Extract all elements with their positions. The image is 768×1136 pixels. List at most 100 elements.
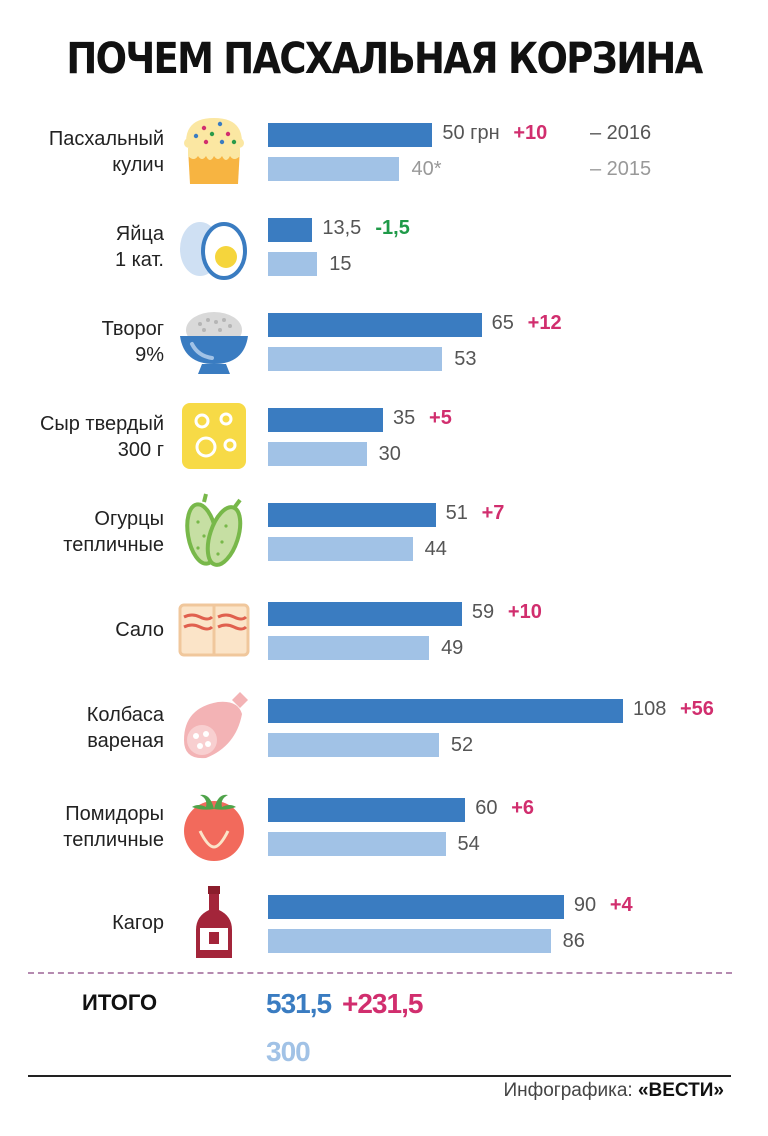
wine-bottle-icon: [176, 884, 252, 960]
chart-row: Помидоры тепличные 60 54 +6: [0, 773, 768, 863]
value-2016: 108: [633, 698, 667, 720]
delta-value: +4: [609, 894, 633, 916]
chart-row: Колбаса вареная 108 52 +56: [0, 674, 768, 764]
category-label-line: Колбаса: [86, 704, 164, 726]
value-2015: 52: [450, 734, 474, 756]
value-2015: 54: [457, 833, 480, 855]
category-label-line: тепличные: [63, 829, 164, 851]
delta-value: +12: [527, 312, 562, 334]
total-label: ИТОГО: [82, 990, 158, 1015]
chart-row: Сыр твердый 300 г 35 30 +5: [0, 383, 768, 473]
value-2015: 15: [329, 253, 352, 275]
category-label-line: тепличные: [63, 534, 164, 556]
tomato-icon: [176, 787, 252, 863]
chart-row: Пасхальный кулич 50 грн 40* +10 – 2016 – 2015: [0, 98, 768, 188]
category-label-line: Сыр твердый: [39, 413, 164, 435]
kulich-icon: [176, 112, 252, 188]
value-2016: 35: [393, 407, 416, 429]
bar-2015: [268, 157, 400, 181]
category-label-line: 300 г: [117, 439, 164, 461]
value-2015: 49: [441, 637, 464, 659]
category-label-line: Творог: [101, 318, 164, 340]
bar-2016: [268, 218, 313, 242]
bar-2015: [268, 636, 430, 660]
delta-value: +56: [680, 698, 714, 720]
total-delta: +231,5: [342, 988, 423, 1019]
chart-row: Кагор 90 86 +4: [0, 870, 768, 960]
value-2016: 60: [475, 797, 498, 819]
category-label: Сыр твердый 300 г: [0, 411, 164, 463]
category-label: Кагор: [0, 910, 164, 936]
legend-2016: – 2016: [590, 122, 652, 144]
bar-2015: [268, 832, 446, 856]
bar-2016: [268, 313, 482, 337]
bar-2015: [268, 442, 367, 466]
value-2015: 53: [454, 348, 477, 370]
category-label-line: Огурцы: [94, 508, 164, 530]
eggs-icon: [176, 207, 252, 283]
value-2016: 59: [471, 601, 495, 623]
category-label: Огурцы тепличные: [0, 506, 164, 558]
bar-2016: [268, 408, 384, 432]
credit-prefix: Инфографика:: [503, 1080, 633, 1101]
value-2016: 90: [573, 894, 597, 916]
value-2015: 30: [378, 443, 401, 465]
delta-value: +6: [511, 797, 535, 819]
chart-row: Огурцы тепличные 51 44 +7: [0, 478, 768, 568]
cottage-cheese-icon: [176, 302, 252, 378]
value-2016: 65: [491, 312, 514, 334]
category-label: Яйца 1 кат.: [0, 221, 164, 273]
value-2015: 40*: [411, 158, 442, 180]
category-label: Колбаса вареная: [0, 702, 164, 754]
credit: Инфографика: «ВЕСТИ»: [503, 1080, 724, 1102]
category-label-line: 1 кат.: [114, 249, 164, 271]
value-2016: 50 грн: [442, 122, 500, 144]
bar-2015: [268, 929, 551, 953]
total-2015: 300: [266, 1036, 311, 1067]
category-label-line: Сало: [115, 619, 164, 641]
chart-title: ПОЧЕМ ПАСХАЛЬНАЯ КОРЗИНА: [66, 34, 703, 84]
delta-value: +5: [429, 407, 452, 429]
category-label-line: Помидоры: [65, 803, 164, 825]
sausage-icon: [176, 688, 252, 764]
bar-2016: [268, 699, 623, 723]
credit-brand: «ВЕСТИ»: [637, 1080, 724, 1101]
bar-2016: [268, 503, 436, 527]
category-label-line: вареная: [87, 730, 164, 752]
bar-2015: [268, 537, 413, 561]
category-label: Пасхальный кулич: [0, 126, 164, 178]
category-label-line: Кагор: [112, 912, 164, 934]
salo-icon: [176, 591, 252, 667]
delta-value: +10: [513, 122, 548, 144]
bar-2015: [268, 347, 443, 371]
bar-2015: [268, 252, 318, 276]
category-label: Творог 9%: [0, 316, 164, 368]
value-2016: 13,5: [322, 217, 362, 239]
chart-row: Яйца 1 кат. 13,5 15 -1,5: [0, 193, 768, 283]
value-2015: 86: [562, 930, 585, 952]
bar-2015: [268, 733, 439, 757]
delta-value: +7: [481, 502, 505, 524]
legend-2015: – 2015: [590, 158, 652, 180]
divider: [28, 972, 732, 974]
bar-2016: [268, 895, 564, 919]
bar-2016: [268, 602, 462, 626]
chart-row: Сало 59 49 +10: [0, 577, 768, 667]
category-label-line: Яйца: [115, 223, 164, 245]
category-label: Сало: [0, 617, 164, 643]
category-label-line: кулич: [112, 154, 164, 176]
chart-row: Творог 9% 65 53 +12: [0, 288, 768, 378]
cucumbers-icon: [176, 492, 252, 568]
category-label-line: Пасхальный: [48, 128, 164, 150]
total-2016: 531,5: [266, 988, 332, 1019]
category-label-line: 9%: [135, 344, 164, 366]
bar-2016: [268, 798, 466, 822]
value-2015: 44: [424, 538, 447, 560]
bottom-rule: [28, 1075, 731, 1077]
cheese-icon: [176, 397, 252, 473]
category-label: Помидоры тепличные: [0, 801, 164, 853]
delta-value: +10: [507, 601, 542, 623]
value-2016: 51: [445, 502, 468, 524]
delta-value: -1,5: [375, 217, 410, 239]
bar-2016: [268, 123, 433, 147]
